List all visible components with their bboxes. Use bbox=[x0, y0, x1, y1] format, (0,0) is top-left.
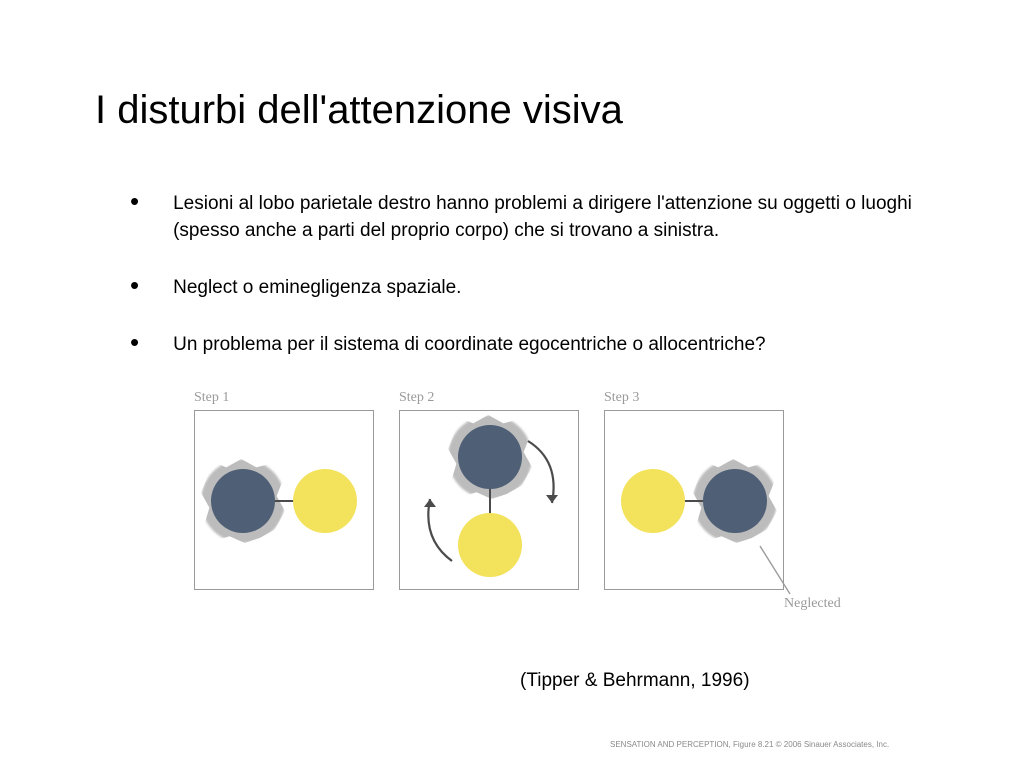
source-credit: SENSATION AND PERCEPTION, Figure 8.21 © … bbox=[610, 740, 889, 749]
blue-ball-icon bbox=[703, 469, 767, 533]
bullet-icon: • bbox=[130, 272, 139, 298]
step-label: Step 3 bbox=[604, 390, 639, 406]
blue-ball-icon bbox=[211, 469, 275, 533]
bullet-text: Un problema per il sistema di coordinate… bbox=[173, 331, 920, 358]
list-item: • Lesioni al lobo parietale destro hanno… bbox=[130, 190, 920, 244]
step-label: Step 1 bbox=[194, 390, 229, 406]
bullet-icon: • bbox=[130, 188, 139, 214]
figure: Step 1 Step 2 Step 3 bbox=[194, 410, 854, 660]
bullet-icon: • bbox=[130, 329, 139, 355]
bullet-list: • Lesioni al lobo parietale destro hanno… bbox=[130, 190, 920, 358]
step-label: Step 2 bbox=[399, 390, 434, 406]
yellow-ball-icon bbox=[293, 469, 357, 533]
yellow-ball-icon bbox=[621, 469, 685, 533]
bullet-text: Lesioni al lobo parietale destro hanno p… bbox=[173, 190, 920, 244]
slide-title: I disturbi dell'attenzione visiva bbox=[95, 88, 623, 133]
panel-step1 bbox=[194, 410, 374, 590]
bullet-text: Neglect o eminegligenza spaziale. bbox=[173, 274, 920, 301]
list-item: • Neglect o eminegligenza spaziale. bbox=[130, 274, 920, 301]
list-item: • Un problema per il sistema di coordina… bbox=[130, 331, 920, 358]
neglected-label: Neglected bbox=[784, 596, 841, 612]
rotation-arrow-icon bbox=[400, 411, 580, 591]
panel-step2 bbox=[399, 410, 579, 590]
slide: I disturbi dell'attenzione visiva • Lesi… bbox=[0, 0, 1024, 768]
citation: (Tipper & Behrmann, 1996) bbox=[520, 670, 750, 692]
